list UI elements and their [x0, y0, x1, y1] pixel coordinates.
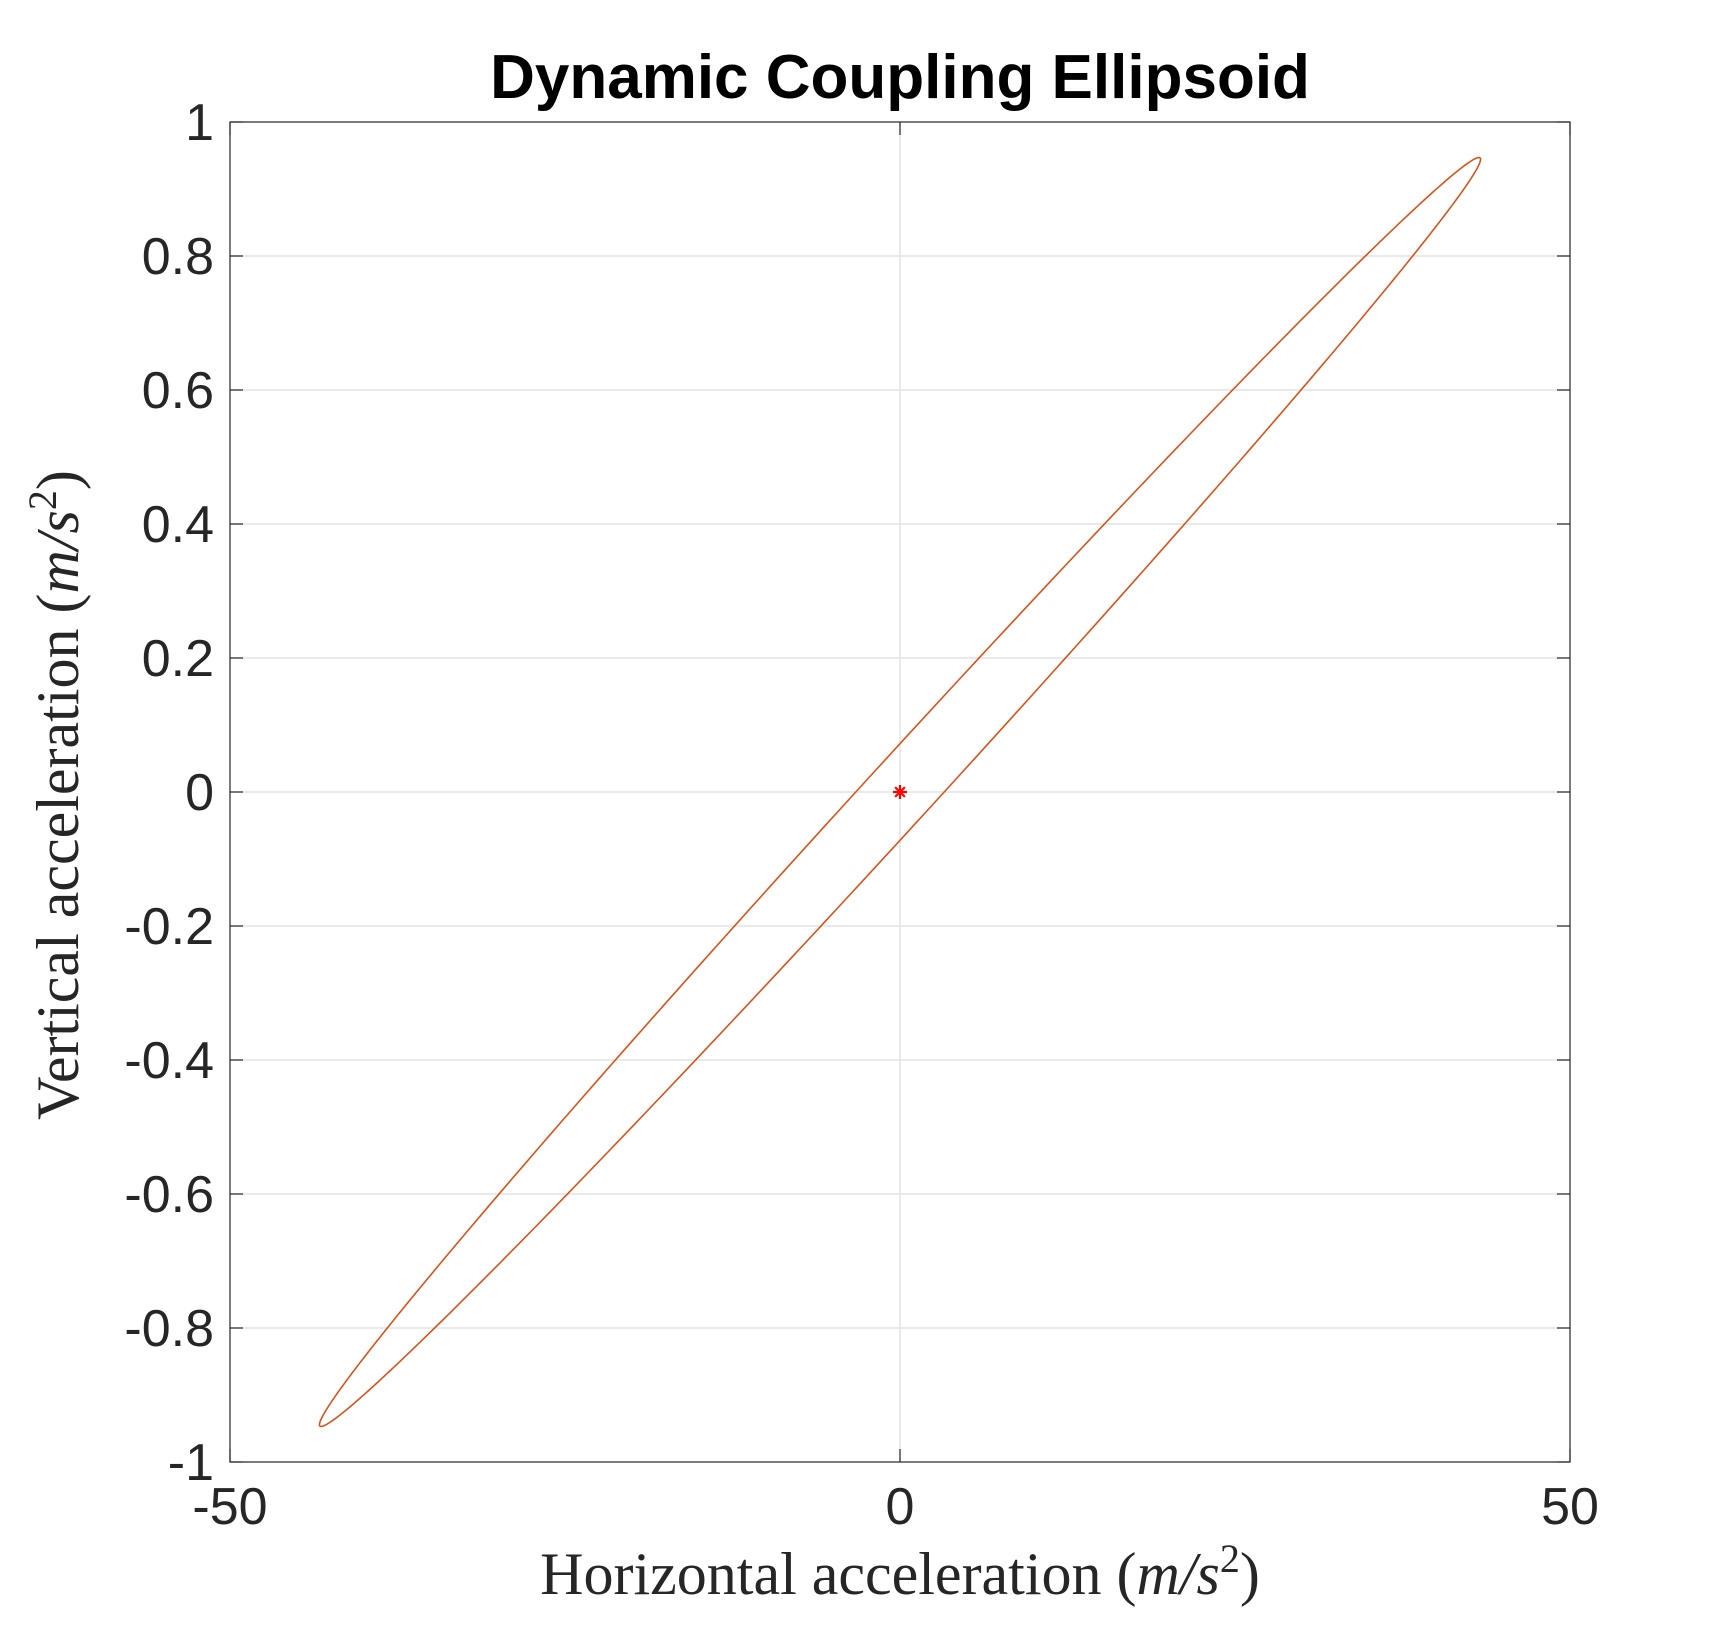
y-tick-label: -0.6 — [124, 1166, 214, 1224]
y-tick-label: 1 — [185, 94, 214, 152]
y-axis-label-exponent: 2 — [20, 490, 65, 510]
x-tick-labels: -50 0 50 — [192, 1478, 1599, 1536]
y-axis-label-unit-open: ( — [25, 594, 91, 614]
x-tick-label: -50 — [192, 1478, 267, 1536]
center-asterisk-marker — [893, 785, 907, 799]
asterisk-stroke — [894, 786, 906, 798]
y-axis-label-unit: m/s — [25, 510, 91, 593]
x-axis-label: Horizontal acceleration (m/s2) — [540, 1536, 1260, 1607]
x-axis-label-exponent: 2 — [1220, 1536, 1240, 1581]
y-tick-label: -1 — [168, 1434, 214, 1492]
plot-area — [318, 156, 1482, 1428]
x-axis-label-unit: m/s — [1137, 1541, 1220, 1607]
y-axis-label-unit-close: ) — [25, 470, 91, 490]
y-axis-label: Vertical acceleration (m/s2) — [20, 470, 91, 1120]
x-axis-label-unit-close: ) — [1240, 1541, 1260, 1607]
y-tick-label: 0.4 — [142, 496, 214, 554]
y-tick-label: -0.2 — [124, 898, 214, 956]
x-tick-label: 0 — [886, 1478, 915, 1536]
chart-title: Dynamic Coupling Ellipsoid — [490, 43, 1310, 112]
y-tick-label: 0.2 — [142, 630, 214, 688]
y-tick-label: 0.8 — [142, 228, 214, 286]
y-tick-labels: 1 0.8 0.6 0.4 0.2 0 -0.2 -0.4 -0.6 -0.8 -1 — [124, 94, 214, 1492]
x-tick-label: 50 — [1541, 1478, 1599, 1536]
y-axis-label-prefix: Vertical acceleration — [25, 613, 91, 1119]
axis-ticks — [229, 121, 1571, 1463]
y-tick-label: -0.4 — [124, 1032, 214, 1090]
x-axis-label-unit-open: ( — [1117, 1541, 1137, 1607]
coupling-ellipse — [318, 156, 1482, 1428]
y-tick-label: 0 — [185, 764, 214, 822]
y-tick-label: 0.6 — [142, 362, 214, 420]
x-axis-label-prefix: Horizontal acceleration — [540, 1541, 1116, 1607]
y-tick-label: -0.8 — [124, 1300, 214, 1358]
